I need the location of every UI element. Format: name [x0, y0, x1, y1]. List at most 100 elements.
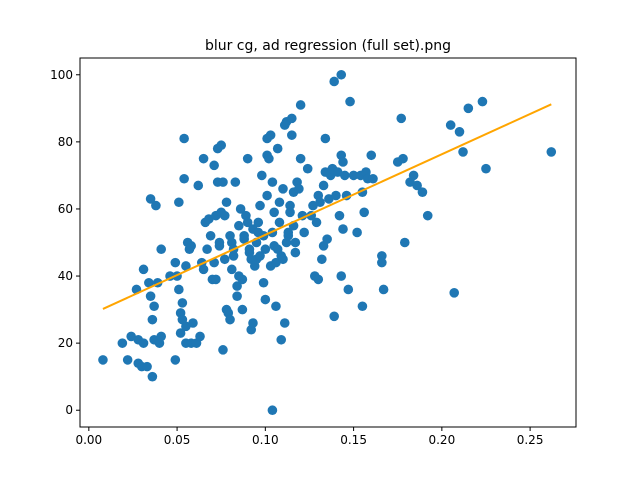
data-point — [170, 355, 181, 365]
data-point — [258, 277, 269, 288]
data-point — [283, 227, 294, 238]
data-point — [463, 103, 474, 114]
data-point — [318, 180, 329, 191]
data-point — [225, 314, 235, 325]
data-point — [399, 237, 410, 248]
data-point — [285, 200, 295, 211]
data-point — [147, 314, 158, 325]
regression-line — [102, 103, 552, 310]
data-point — [267, 177, 278, 187]
data-point — [272, 143, 283, 154]
data-point — [352, 227, 362, 238]
data-point — [174, 197, 184, 208]
data-point — [343, 284, 354, 295]
data-point — [232, 281, 242, 291]
data-point — [255, 251, 265, 261]
data-point — [156, 244, 166, 255]
data-point — [138, 338, 149, 348]
data-point — [338, 157, 348, 167]
data-point — [179, 173, 189, 184]
data-point — [147, 371, 158, 382]
data-point — [177, 298, 188, 308]
y-axis: 0 20 40 60 80 100 — [50, 68, 80, 417]
data-point — [290, 247, 301, 258]
data-point — [98, 355, 108, 365]
data-point — [295, 100, 306, 110]
data-point — [276, 334, 287, 345]
data-point — [198, 153, 209, 164]
data-point — [458, 147, 468, 157]
data-point — [145, 194, 156, 204]
data-point — [218, 345, 228, 355]
data-point — [481, 163, 491, 174]
data-point — [253, 217, 264, 228]
x-tick-label: 0.20 — [428, 433, 455, 447]
data-point — [295, 153, 306, 164]
data-point — [366, 150, 377, 161]
data-point — [417, 187, 428, 197]
data-point — [237, 304, 248, 315]
data-point — [315, 197, 325, 208]
data-point — [368, 173, 378, 184]
data-point — [322, 234, 332, 244]
data-point — [264, 153, 274, 164]
data-point — [202, 244, 212, 255]
chart-title: blur cg, ad regression (full set).png — [205, 38, 451, 54]
data-point — [336, 69, 347, 80]
data-point — [122, 355, 133, 365]
data-point — [248, 318, 258, 328]
data-point — [255, 200, 265, 211]
data-point — [302, 163, 313, 174]
data-point — [357, 301, 368, 312]
y-tick-label: 0 — [65, 403, 73, 417]
data-point — [339, 170, 350, 181]
data-point — [216, 140, 227, 151]
data-point — [218, 177, 228, 187]
data-point — [151, 200, 161, 211]
data-point — [232, 291, 242, 301]
data-point — [242, 217, 253, 228]
data-point — [244, 244, 255, 255]
data-point — [193, 180, 204, 191]
y-tick-label: 80 — [58, 135, 73, 149]
y-tick-label: 20 — [58, 336, 73, 350]
data-point — [278, 184, 288, 194]
data-point — [260, 294, 271, 305]
data-point — [285, 207, 295, 218]
data-point — [445, 120, 456, 130]
data-point — [221, 197, 232, 208]
data-point — [477, 96, 488, 107]
data-point — [188, 318, 198, 328]
data-point — [205, 230, 216, 241]
data-point — [287, 130, 297, 140]
data-point — [156, 331, 166, 342]
data-point — [186, 241, 196, 251]
data-point — [230, 177, 241, 187]
data-point — [228, 251, 239, 261]
data-point — [234, 220, 244, 231]
data-point — [138, 264, 149, 275]
data-point — [331, 190, 341, 201]
data-point — [227, 264, 237, 275]
data-point — [242, 153, 253, 164]
data-point — [274, 197, 285, 208]
x-tick-label: 0.00 — [75, 433, 102, 447]
data-point — [219, 254, 230, 265]
data-point — [174, 284, 184, 295]
data-point — [449, 288, 460, 298]
data-point — [408, 170, 419, 181]
data-point — [179, 133, 189, 144]
data-point — [290, 237, 301, 248]
data-point — [412, 180, 422, 191]
x-axis: 0.00 0.05 0.10 0.15 0.20 0.25 — [75, 427, 543, 447]
data-point — [237, 274, 248, 285]
data-point — [454, 127, 465, 137]
data-point — [175, 328, 186, 338]
regression-line-group — [102, 103, 552, 310]
data-point — [378, 284, 389, 295]
data-point — [149, 301, 159, 312]
data-point — [279, 318, 290, 328]
data-point — [269, 207, 279, 218]
data-point — [267, 405, 278, 416]
axes-frame — [79, 57, 577, 428]
